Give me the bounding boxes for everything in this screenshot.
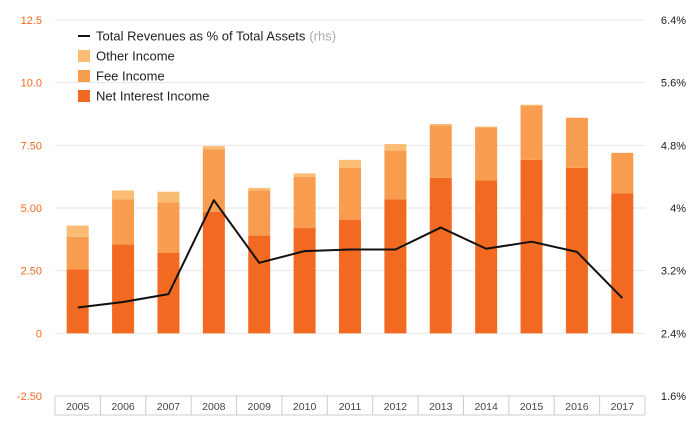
- bar-net-interest-income: [611, 193, 634, 334]
- bar-fee-income: [339, 167, 361, 221]
- right-tick-label: 6.4%: [661, 15, 686, 27]
- x-tick-label: 2017: [611, 401, 635, 413]
- x-tick-label: 2014: [474, 401, 498, 413]
- bar-fee-income: [429, 125, 452, 178]
- bar-net-interest-income: [339, 220, 361, 334]
- legend-swatch: [78, 50, 90, 62]
- x-tick-label: 2005: [66, 401, 90, 413]
- bar-fee-income: [66, 236, 89, 270]
- bar-net-interest-income: [429, 177, 452, 334]
- x-tick-label: 2006: [111, 401, 135, 413]
- left-tick-label: 7.50: [21, 140, 42, 152]
- bar-other-income: [384, 144, 407, 151]
- bar-fee-income: [248, 190, 271, 236]
- ratio-line: [77, 199, 624, 309]
- x-tick-label: 2016: [565, 401, 589, 413]
- x-tick-label: 2010: [293, 401, 317, 413]
- legend-label-note: (rhs): [309, 29, 336, 44]
- bar-other-income: [475, 126, 498, 128]
- bar-net-interest-income: [248, 235, 271, 334]
- right-tick-label: 4.8%: [661, 140, 686, 152]
- bar-other-income: [112, 190, 135, 200]
- bar-net-interest-income: [66, 269, 89, 334]
- legend-swatch: [78, 90, 90, 102]
- legend-label: Other Income: [96, 49, 175, 64]
- bar-net-interest-income: [202, 211, 225, 334]
- bar-other-income: [339, 159, 361, 168]
- right-tick-label: 2.4%: [661, 328, 686, 340]
- legend-label: Net Interest Income: [96, 89, 209, 104]
- bar-other-income: [202, 146, 225, 150]
- left-tick-label: 10.0: [21, 78, 42, 90]
- x-tick-label: 2011: [339, 401, 362, 413]
- bar-net-interest-income: [384, 199, 407, 334]
- bar-other-income: [157, 191, 180, 203]
- x-tick-label: 2009: [248, 401, 272, 413]
- bar-fee-income: [112, 199, 135, 245]
- bars: [66, 104, 634, 334]
- x-tick-label: 2013: [429, 401, 453, 413]
- legend-label-text: Net Interest Income: [96, 89, 209, 104]
- legend-label-text: Other Income: [96, 49, 175, 64]
- bar-fee-income: [475, 127, 498, 181]
- bar-other-income: [429, 124, 452, 126]
- bar-other-income: [248, 187, 271, 191]
- x-tick-label: 2012: [384, 401, 408, 413]
- legend-swatch: [78, 70, 90, 82]
- line-total-revenues-pct-assets: [77, 199, 624, 309]
- x-tick-label: 2015: [520, 401, 544, 413]
- bar-fee-income: [520, 105, 543, 160]
- bar-other-income: [520, 104, 543, 106]
- legend-label-text: Total Revenues as % of Total Assets: [96, 29, 306, 44]
- bar-fee-income: [384, 150, 407, 200]
- x-tick-label: 2007: [157, 401, 181, 413]
- bar-net-interest-income: [112, 244, 135, 334]
- axes: -2.50 0 2.50 5.00 7.50 10.0 12.5 1.6% 2.4% 3.2% 4%…: [17, 15, 686, 416]
- bar-net-interest-income: [475, 180, 498, 334]
- right-tick-label: 5.6%: [661, 78, 686, 90]
- left-tick-label: 12.5: [21, 15, 42, 27]
- legend-label: Total Revenues as % of Total Assets (rhs): [96, 29, 336, 44]
- x-tick-label: 2008: [202, 401, 226, 413]
- bar-net-interest-income: [293, 228, 316, 334]
- bar-other-income: [293, 173, 316, 177]
- left-tick-label: 0: [36, 328, 42, 340]
- bar-net-interest-income: [565, 167, 588, 334]
- bar-fee-income: [293, 176, 316, 229]
- legend-label-text: Fee Income: [96, 69, 165, 84]
- legend: Total Revenues as % of Total Assets (rhs)…: [78, 29, 336, 104]
- bar-other-income: [66, 225, 89, 237]
- right-tick-label: 4%: [670, 203, 686, 215]
- bar-fee-income: [611, 152, 634, 194]
- bar-fee-income: [202, 149, 225, 212]
- left-tick-label: -2.50: [17, 391, 42, 403]
- right-tick-label: 1.6%: [661, 391, 686, 403]
- bar-fee-income: [565, 117, 588, 168]
- left-tick-label: 5.00: [21, 203, 42, 215]
- bar-fee-income: [157, 202, 180, 253]
- left-tick-label: 2.50: [21, 266, 42, 278]
- legend-label: Fee Income: [96, 69, 165, 84]
- bar-net-interest-income: [520, 159, 543, 334]
- right-tick-label: 3.2%: [661, 266, 686, 278]
